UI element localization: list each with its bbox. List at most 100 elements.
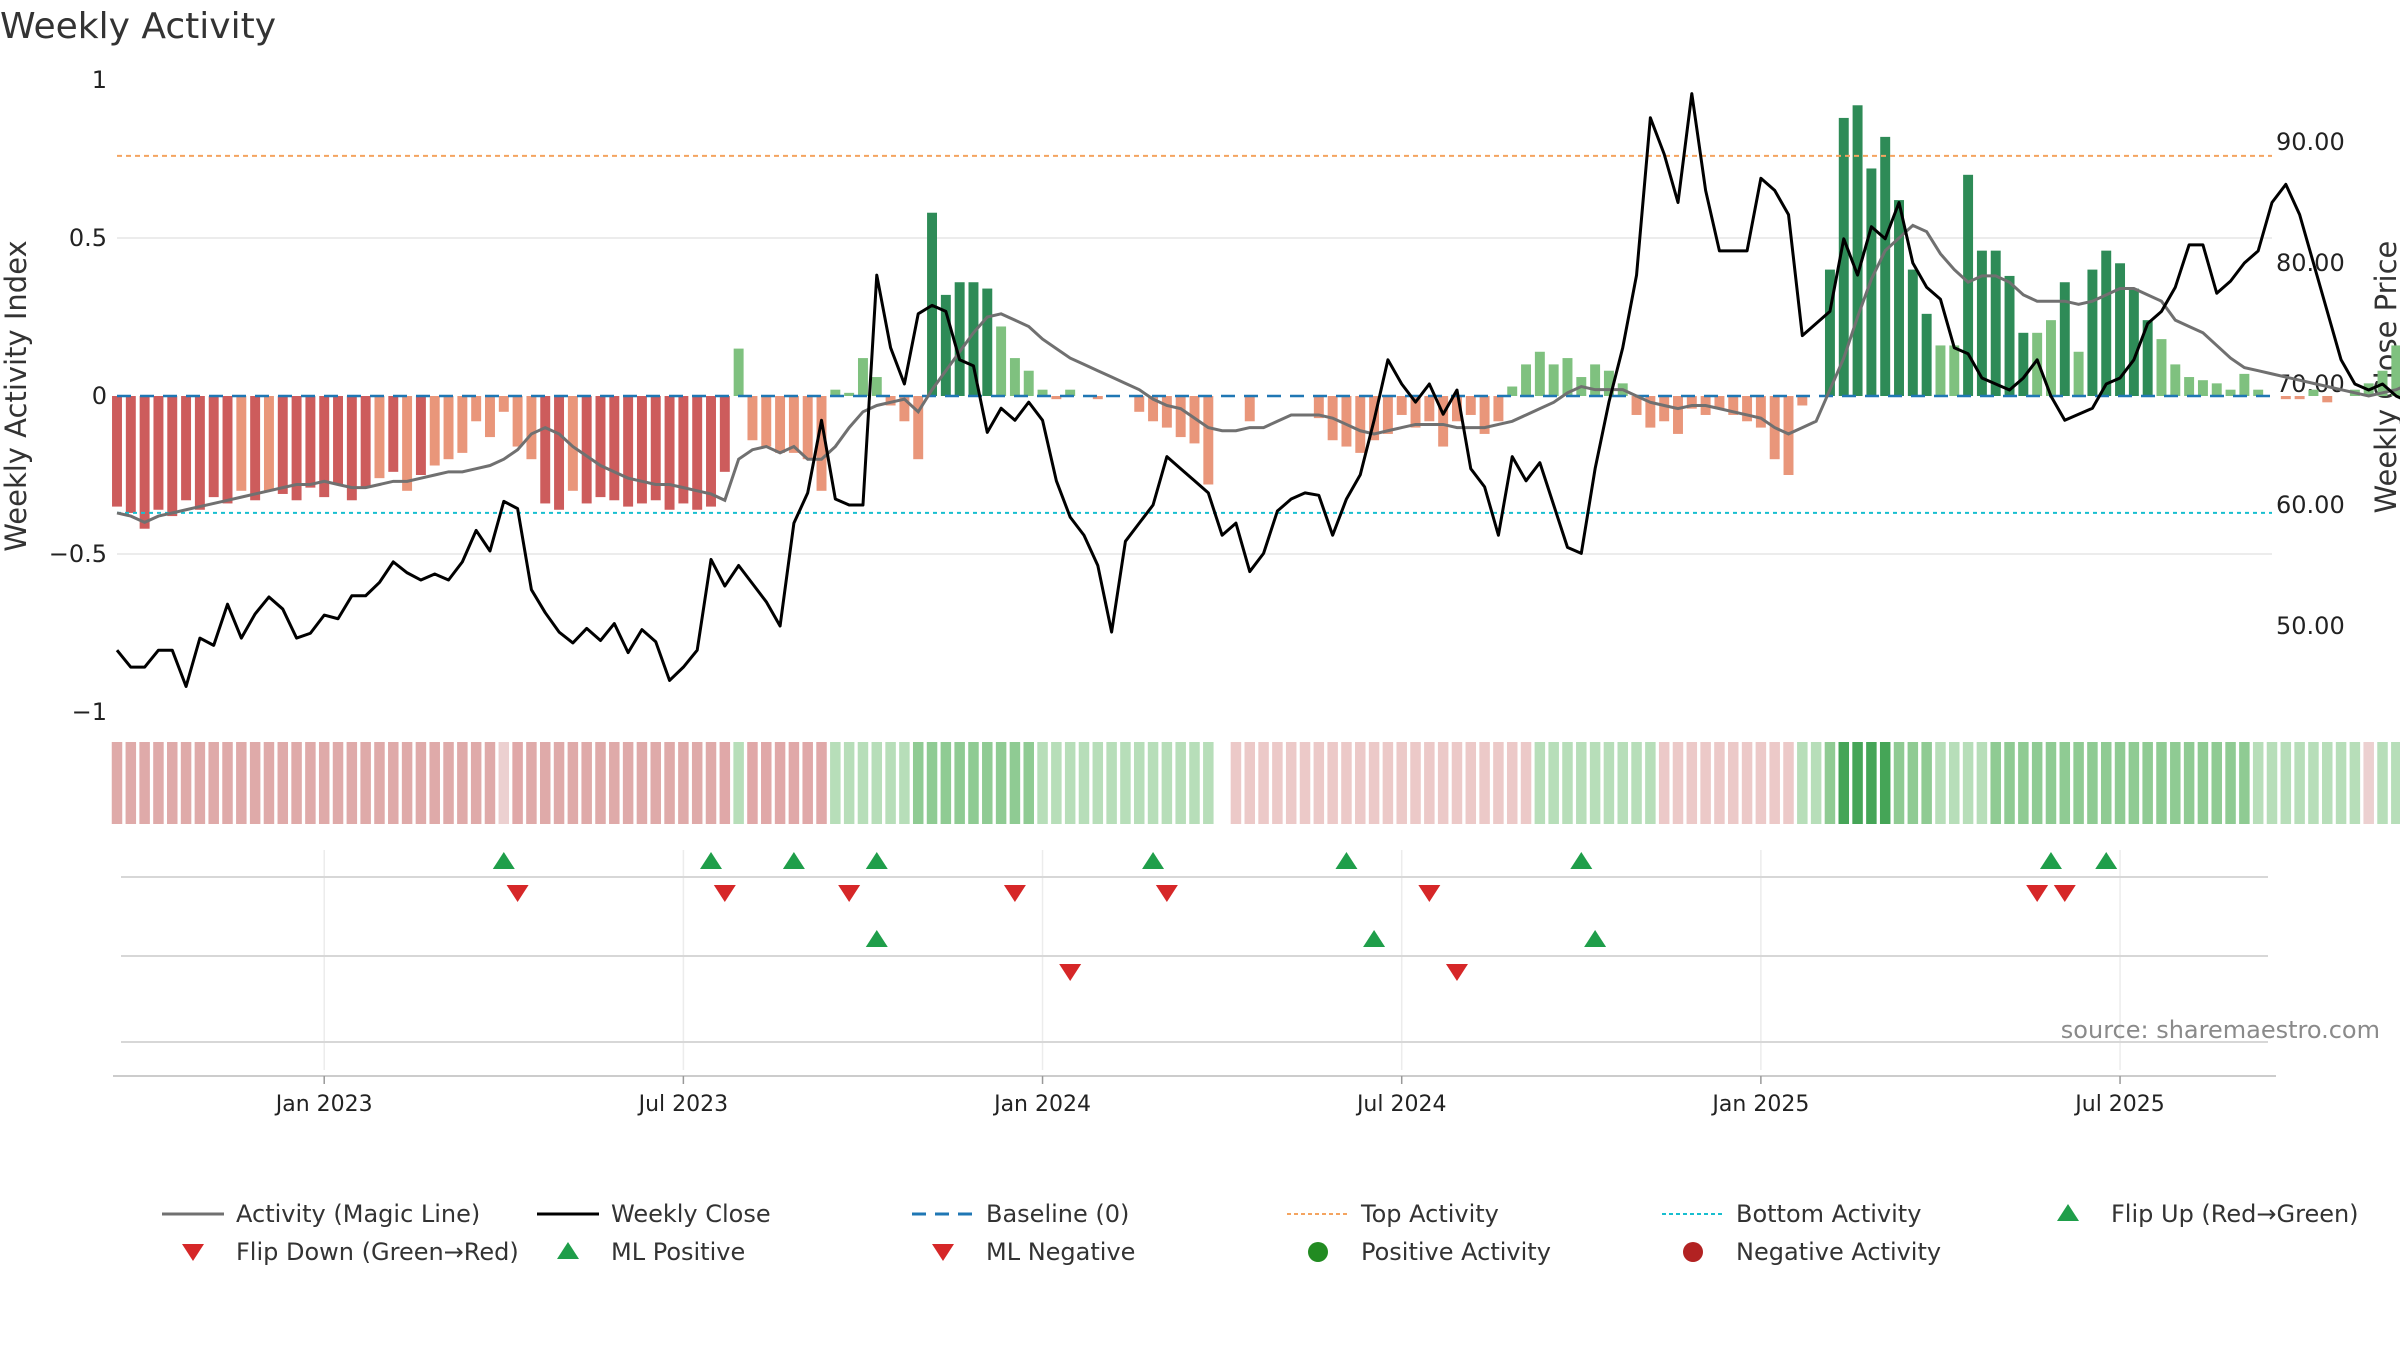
heat-strip-cell — [1133, 742, 1145, 824]
activity-bar — [1755, 396, 1766, 428]
activity-bar — [2142, 320, 2153, 396]
activity-bar — [2294, 396, 2305, 400]
activity-bar — [1990, 250, 2001, 396]
flip-down-marker — [506, 885, 529, 902]
heat-strip-cell — [1009, 742, 1021, 824]
activity-bar — [761, 396, 772, 447]
heat-strip-cell — [2294, 742, 2305, 824]
triangle-down-icon — [160, 1239, 226, 1265]
activity-bar — [208, 396, 219, 498]
heat-strip-cell — [2239, 742, 2250, 824]
heat-strip-cell — [305, 742, 316, 824]
activity-bar — [1742, 396, 1753, 422]
heat-strip-cell — [1064, 742, 1076, 824]
heat-strip-cell — [1203, 742, 1214, 824]
activity-bar — [1051, 396, 1062, 400]
activity-bar — [1148, 396, 1159, 422]
heat-strip-cell — [982, 742, 993, 824]
activity-bar — [360, 396, 371, 488]
heat-strip-cell — [526, 742, 537, 824]
activity-bar — [471, 396, 482, 422]
x-tick-label: Jul 2025 — [2073, 1092, 2165, 1117]
legend-label: Top Activity — [1361, 1200, 1499, 1228]
heat-strip-cell — [1769, 742, 1780, 824]
flip-up-marker — [700, 852, 723, 869]
activity-bar — [2308, 389, 2319, 396]
heat-strip-cell — [2170, 742, 2181, 824]
activity-bar — [1562, 358, 1573, 396]
ml-negative-marker — [1445, 964, 1468, 981]
activity-bar — [512, 396, 523, 447]
heat-strip-cell — [194, 742, 206, 824]
activity-bar — [1603, 370, 1614, 396]
activity-bar — [1507, 386, 1518, 396]
heat-strip-cell — [2377, 742, 2388, 824]
heat-strip-cell — [2391, 742, 2400, 824]
activity-bar — [2046, 320, 2056, 396]
flip-up-marker — [865, 852, 888, 869]
activity-bar — [181, 396, 192, 501]
heat-strip-cell — [761, 742, 772, 824]
heat-strip-cell — [180, 742, 192, 824]
activity-bar — [899, 396, 910, 422]
activity-bar — [775, 396, 786, 453]
heat-strip-cell — [1451, 742, 1463, 824]
activity-bar — [871, 377, 882, 396]
circle-icon — [1285, 1239, 1351, 1265]
heat-strip-cell — [1949, 742, 1960, 824]
heat-strip-cell — [1410, 742, 1421, 824]
activity-bar — [139, 396, 150, 529]
heat-strip-cell — [1341, 742, 1352, 824]
heat-strip-cell — [1548, 742, 1559, 824]
heat-strip-cell — [484, 742, 496, 824]
heat-strip-cell — [1589, 742, 1601, 824]
heat-strip-cell — [2363, 742, 2374, 824]
activity-bar — [1396, 396, 1407, 415]
flip-up-marker — [2039, 852, 2062, 869]
heat-strip-cell — [1631, 742, 1642, 824]
heat-strip-cell — [401, 742, 413, 824]
triangle-up-icon — [2035, 1201, 2101, 1227]
heat-strip-cell — [1645, 742, 1656, 824]
activity-bar — [1313, 396, 1324, 419]
heat-strip-cell — [167, 742, 178, 824]
activity-bar — [2032, 332, 2043, 396]
activity-bar — [1438, 396, 1449, 447]
heat-strip-cell — [2280, 742, 2292, 824]
heat-strip-cell — [1106, 742, 1117, 824]
activity-bar — [2018, 332, 2029, 396]
heat-strip-cell — [1603, 742, 1615, 824]
activity-bar — [1548, 364, 1559, 396]
heat-strip-cell — [1576, 742, 1587, 824]
heat-strip-cell — [912, 742, 924, 824]
heat-strip-cell — [512, 742, 523, 824]
heat-strip-cell — [1285, 742, 1297, 824]
heat-strip-cell — [2252, 742, 2264, 824]
activity-bar — [650, 396, 661, 501]
heat-strip-cell — [1493, 742, 1504, 824]
activity-bar — [1631, 396, 1642, 415]
activity-bar — [1009, 358, 1020, 396]
activity-bar — [236, 396, 247, 491]
activity-bar — [844, 392, 855, 396]
heat-strip-cell — [1824, 742, 1836, 824]
heat-strip-cell — [1327, 742, 1338, 824]
activity-bar — [1175, 396, 1186, 438]
activity-bar — [982, 288, 993, 396]
activity-bar — [1976, 250, 1987, 396]
activity-bar — [1714, 396, 1725, 409]
heat-strip-cell — [249, 742, 261, 824]
activity-bar — [636, 396, 647, 504]
heat-strip-cell — [1272, 742, 1283, 824]
activity-bar — [2184, 377, 2195, 396]
activity-bar — [1382, 396, 1393, 434]
heat-strip-cell — [1189, 742, 1200, 824]
activity-bar — [485, 396, 495, 438]
activity-bar — [1659, 396, 1670, 422]
activity-bar — [402, 396, 413, 491]
heat-strip-cell — [774, 742, 786, 824]
heat-strip-cell — [2059, 742, 2071, 824]
heat-strip-cell — [1907, 742, 1919, 824]
heat-strip-cell — [539, 742, 551, 824]
flip-down-marker — [838, 885, 861, 902]
